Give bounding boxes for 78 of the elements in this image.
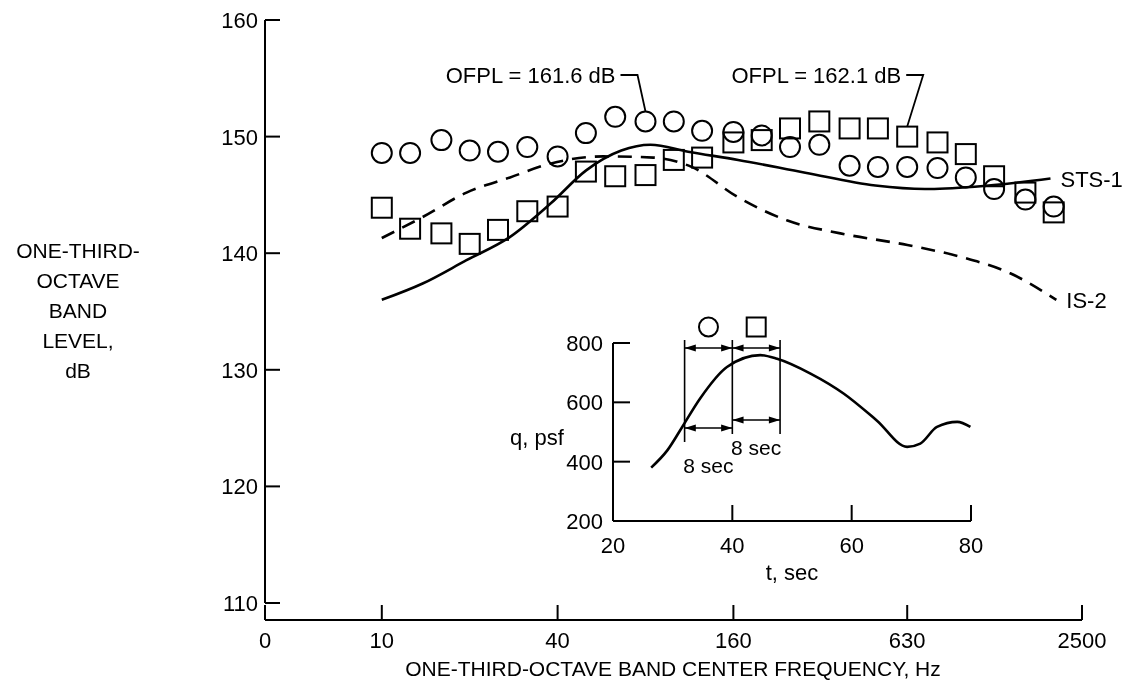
y-tick-label: 120	[221, 474, 258, 500]
point	[779, 136, 801, 159]
x-axis-title: ONE-THIRD-OCTAVE BAND CENTER FREQUENCY, Hz	[405, 657, 941, 680]
point	[954, 166, 977, 189]
x-tick-label: 40	[720, 533, 745, 558]
point	[1042, 195, 1065, 218]
x-tick-label: 40	[545, 628, 570, 653]
point	[487, 218, 509, 241]
point	[516, 136, 539, 159]
point	[399, 141, 422, 164]
point	[546, 145, 569, 168]
point	[750, 129, 773, 152]
annotation: 8 sec	[731, 436, 782, 459]
y-tick-label: 130	[221, 357, 258, 383]
point	[808, 110, 831, 133]
point	[662, 148, 685, 171]
point	[954, 143, 977, 166]
point	[370, 141, 393, 164]
point	[546, 195, 569, 218]
y-tick-label: 400	[566, 449, 603, 475]
y-axis-title: ONE-THIRD- OCTAVE BAND LEVEL, dB	[16, 239, 140, 382]
y-tick-label: 160	[221, 8, 258, 33]
point	[866, 117, 889, 140]
point	[1014, 181, 1037, 204]
x-tick-label: 80	[958, 533, 984, 558]
point	[750, 124, 773, 147]
series-label: STS-1	[1060, 166, 1123, 192]
y-tick-label: 600	[566, 390, 603, 416]
point	[430, 129, 453, 152]
x-tick-label: 160	[715, 628, 752, 653]
point	[926, 157, 949, 180]
annotation: 8 sec	[683, 454, 734, 477]
point	[722, 120, 745, 143]
x-tick-label: 630	[888, 628, 926, 653]
point	[722, 131, 745, 154]
point	[691, 119, 714, 142]
point	[1042, 201, 1065, 224]
point	[574, 160, 597, 183]
y-axis-title: q, psf	[510, 425, 565, 450]
y-tick-label: 110	[222, 591, 258, 616]
y-tick-label: 140	[221, 241, 258, 267]
point	[662, 110, 685, 133]
point	[634, 110, 657, 133]
point	[926, 131, 949, 154]
annotation: OFPL = 161.6 dB	[445, 63, 616, 88]
point	[691, 146, 714, 169]
x-tick-label: 60	[839, 533, 864, 558]
x-axis-title: t, sec	[765, 560, 819, 585]
series-label: IS-2	[1066, 287, 1107, 313]
y-tick-label: 800	[566, 331, 603, 356]
annotation: OFPL = 162.1 dB	[731, 63, 902, 88]
point	[983, 178, 1006, 201]
point	[604, 165, 627, 188]
point	[574, 122, 597, 145]
point	[838, 117, 861, 140]
point	[634, 164, 657, 187]
x-tick-label: 20	[600, 533, 626, 558]
y-tick-label: 150	[221, 124, 258, 150]
x-tick-label: 0	[258, 628, 272, 653]
point	[866, 155, 889, 178]
x-tick-label: 10	[369, 628, 395, 653]
x-tick-label: 2500	[1057, 628, 1107, 653]
point	[487, 140, 509, 163]
point	[604, 105, 627, 128]
point	[1014, 188, 1037, 211]
point	[983, 165, 1006, 188]
point	[808, 133, 831, 156]
point	[370, 196, 393, 219]
point	[430, 222, 453, 245]
point	[838, 154, 861, 177]
point	[779, 117, 801, 140]
point	[896, 125, 919, 148]
point	[516, 200, 539, 223]
point	[458, 232, 481, 255]
point	[896, 155, 919, 178]
point	[399, 217, 422, 240]
y-tick-label: 200	[566, 509, 603, 534]
point	[458, 139, 481, 162]
